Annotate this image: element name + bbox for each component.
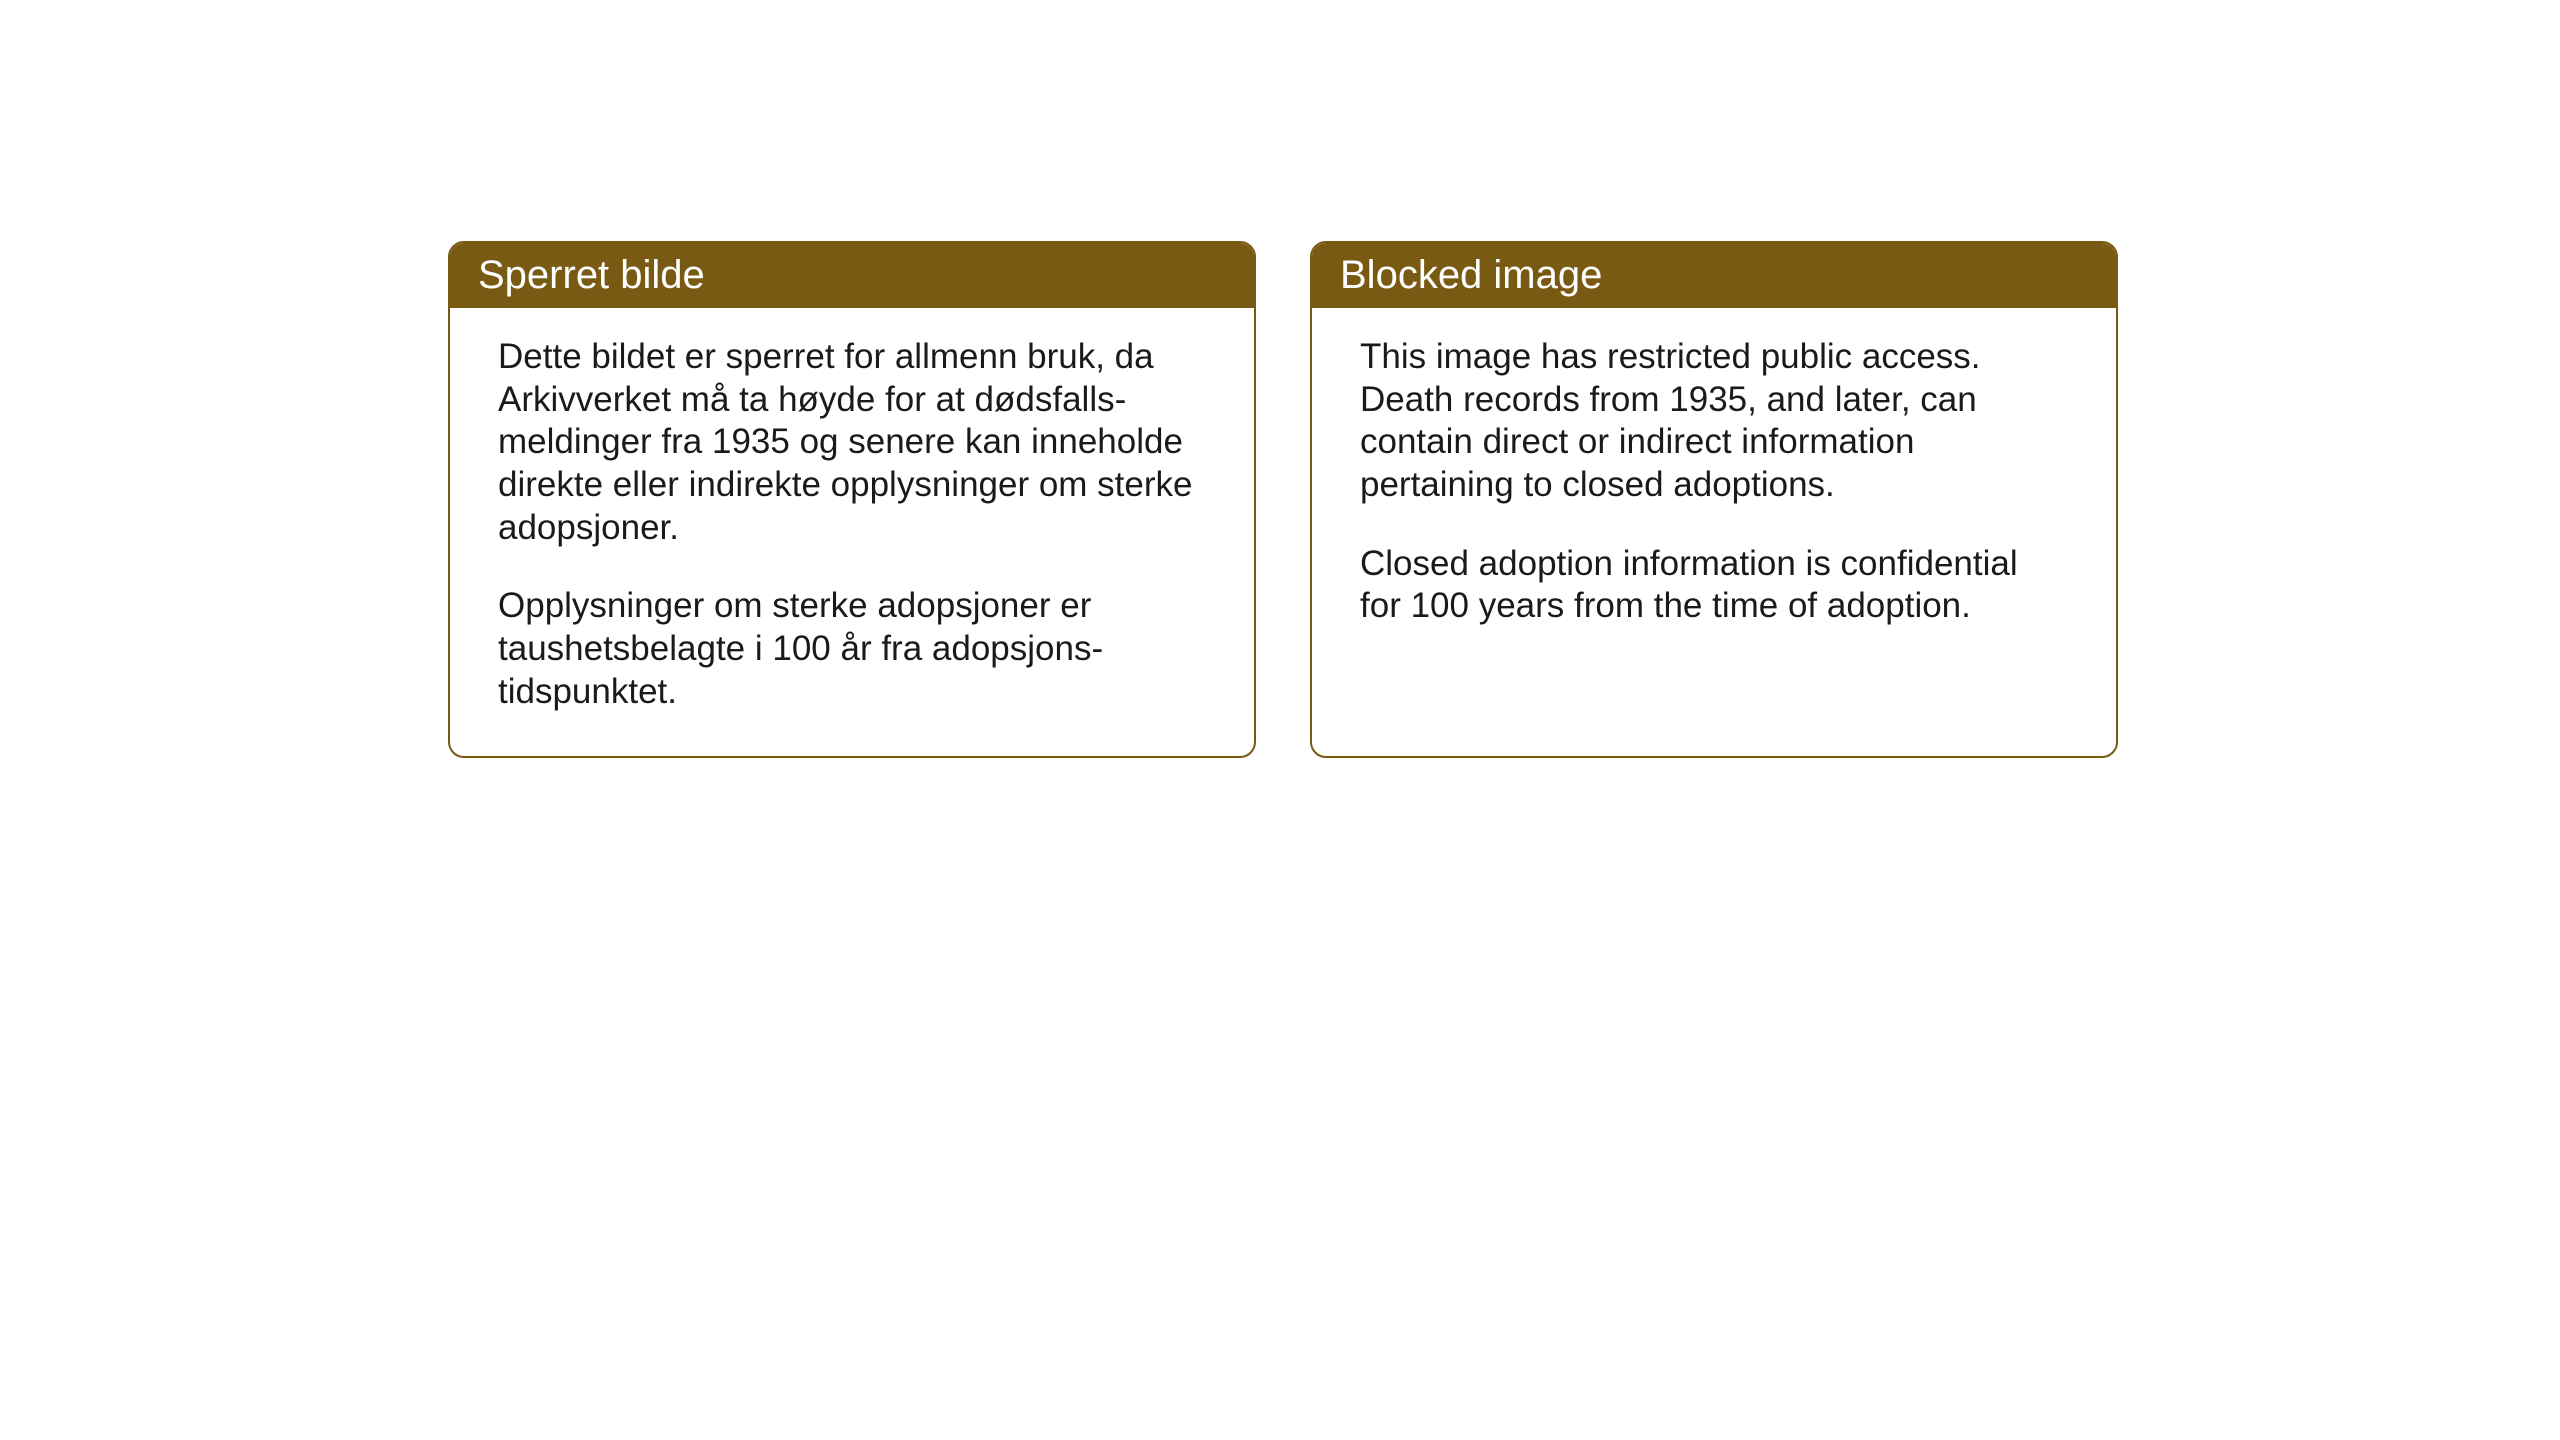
card-body-english: This image has restricted public access.…: [1312, 308, 2116, 670]
cards-container: Sperret bilde Dette bildet er sperret fo…: [448, 241, 2118, 758]
card-english: Blocked image This image has restricted …: [1310, 241, 2118, 758]
card-paragraph-2-norwegian: Opplysninger om sterke adopsjoner er tau…: [498, 585, 1206, 713]
card-header-norwegian: Sperret bilde: [450, 243, 1254, 308]
card-norwegian: Sperret bilde Dette bildet er sperret fo…: [448, 241, 1256, 758]
card-title-english: Blocked image: [1340, 253, 1602, 297]
card-paragraph-2-english: Closed adoption information is confident…: [1360, 543, 2068, 628]
card-paragraph-1-english: This image has restricted public access.…: [1360, 336, 2068, 507]
card-title-norwegian: Sperret bilde: [478, 253, 705, 297]
card-body-norwegian: Dette bildet er sperret for allmenn bruk…: [450, 308, 1254, 756]
card-header-english: Blocked image: [1312, 243, 2116, 308]
card-paragraph-1-norwegian: Dette bildet er sperret for allmenn bruk…: [498, 336, 1206, 549]
